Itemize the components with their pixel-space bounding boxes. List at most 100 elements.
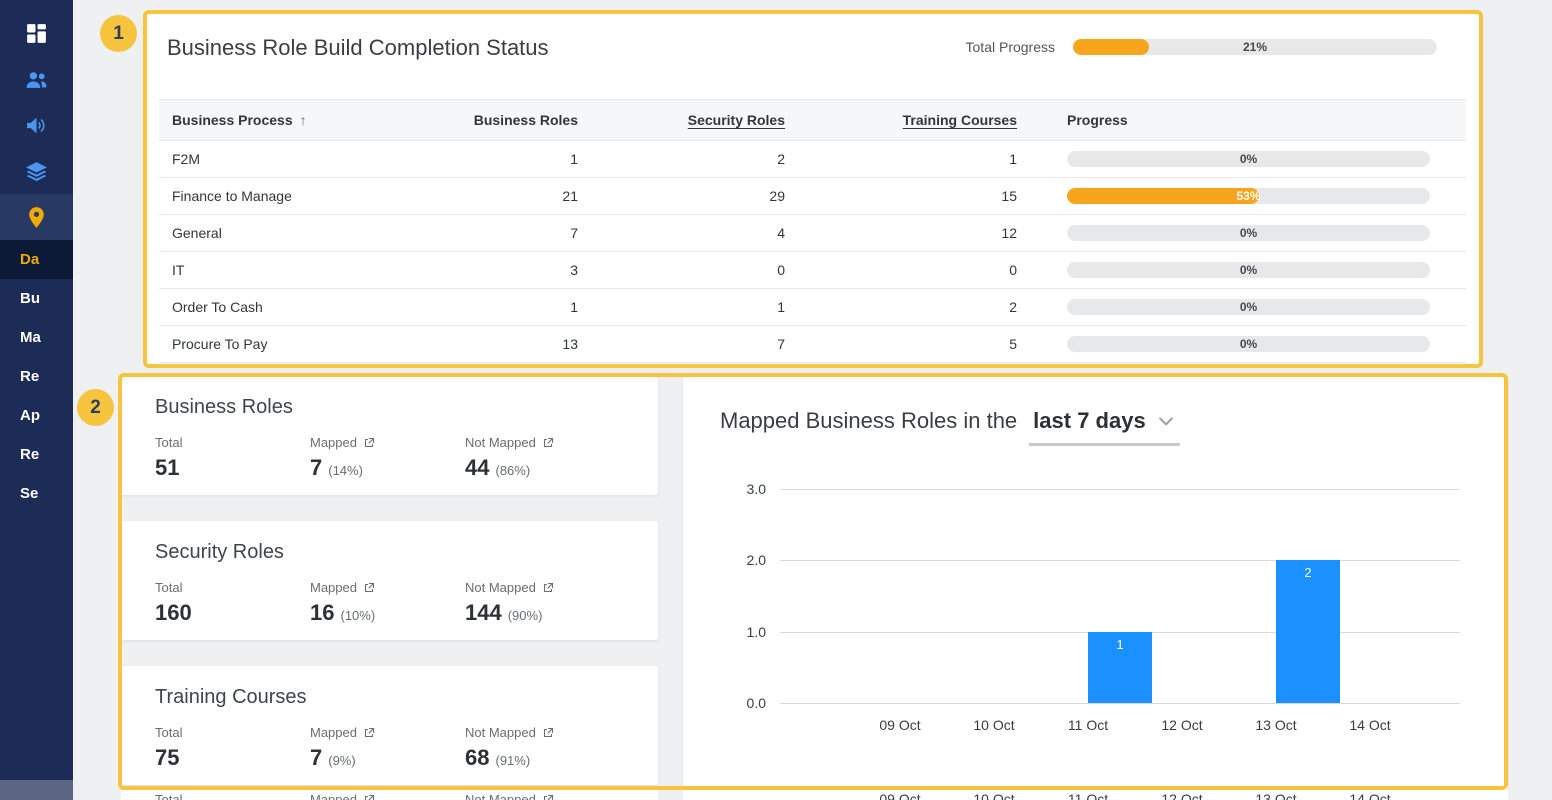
sidebar-item-bu-1[interactable]: Bu [20, 290, 40, 307]
training-courses-count: 2 [1009, 299, 1017, 315]
sidebar-item-ma-2[interactable]: Ma [20, 329, 41, 346]
stat-columns: Total 75 Mapped 7 (9%) Not Mapped 68 (91%) [155, 725, 658, 771]
table-row[interactable]: F2M 1 2 1 0% [159, 141, 1466, 178]
table-row[interactable]: Finance to Manage 21 29 15 53% [159, 178, 1466, 215]
column-business-process-label: Business Process [172, 112, 293, 128]
cutoff-axis-label: 10 Oct [973, 791, 1015, 800]
y-axis-tick: 0.0 [746, 695, 766, 711]
total-label: Total [155, 435, 183, 450]
column-security-roles[interactable]: Security Roles [687, 112, 785, 128]
mapped-label: Mapped [310, 580, 465, 595]
total-value: 75 [155, 745, 180, 770]
row-progress-bar: 53% [1067, 188, 1430, 204]
cutoff-stat-label: Not Mapped [465, 792, 554, 800]
column-progress[interactable]: Progress [1067, 112, 1128, 128]
progress-cell: 0% [1017, 336, 1466, 352]
business-roles-count: 1 [570, 299, 578, 315]
table-header-row: Business Process ↑ Business Roles Securit… [159, 99, 1466, 141]
training-courses-count: 12 [1001, 225, 1017, 241]
not-mapped-value: 144 (90%) [465, 600, 543, 625]
courses-icon[interactable] [0, 148, 73, 194]
sidebar-item-da-0[interactable]: Da [0, 240, 73, 279]
progress-cell: 53% [1017, 188, 1466, 204]
mapped-label: Mapped [310, 435, 465, 450]
external-link-icon[interactable] [363, 437, 375, 449]
x-axis-tick: 10 Oct [973, 717, 1015, 733]
table-row[interactable]: Order To Cash 1 1 2 0% [159, 289, 1466, 326]
gridline [780, 560, 1460, 562]
external-link-icon[interactable] [542, 727, 554, 739]
training-courses-count: 1 [1009, 151, 1017, 167]
external-link-icon[interactable] [363, 727, 375, 739]
column-training-courses[interactable]: Training Courses [902, 112, 1017, 128]
annotation-badge-1: 1 [100, 15, 137, 52]
y-axis-tick: 1.0 [746, 623, 766, 640]
people-icon[interactable] [0, 56, 73, 102]
table-row[interactable]: IT 3 0 0 0% [159, 252, 1466, 289]
mapped-percent: (9%) [328, 753, 356, 768]
security-roles-count: 0 [777, 262, 785, 278]
security-roles-count: 29 [769, 188, 785, 204]
total-value: 51 [155, 455, 180, 480]
mapped-label: Mapped [310, 725, 465, 740]
external-link-icon[interactable] [363, 582, 375, 594]
stat-card-title: Business Roles [155, 396, 293, 418]
table-body: F2M 1 2 1 0% Finance to Manage 21 29 15 53% Genera… [159, 141, 1466, 363]
sidebar-scroll-indicator[interactable] [0, 780, 73, 800]
security-roles-count: 2 [777, 151, 785, 167]
announcement-icon[interactable] [0, 102, 73, 148]
stat-card-title: Training Courses [155, 686, 307, 708]
stat-columns: Total 51 Mapped 7 (14%) Not Mapped 44 (86%) [155, 435, 658, 481]
row-progress-value: 0% [1239, 337, 1258, 351]
cutoff-chart-axis: 09 Oct 10 Oct 11 Oct 12 Oct 13 Oct 14 Oct [683, 790, 1508, 800]
stat-card-business-roles: Business Roles Total 51 Mapped 7 (14%) Not M… [121, 376, 658, 495]
bar-11-oct[interactable]: 1 [1088, 631, 1152, 703]
row-progress-value: 0% [1239, 263, 1258, 277]
column-business-roles[interactable]: Business Roles [473, 112, 578, 128]
sidebar-item-re-5[interactable]: Re [20, 446, 40, 463]
column-business-process[interactable]: Business Process ↑ [159, 112, 419, 128]
external-link-icon [363, 794, 375, 800]
row-progress-bar: 0% [1067, 336, 1430, 352]
bar-13-oct[interactable]: 2 [1276, 560, 1340, 703]
not-mapped-label: Not Mapped [465, 580, 658, 595]
gridline [780, 703, 1460, 704]
business-roles-count: 13 [562, 336, 578, 352]
sidebar-item-group: Da Bu Ma Re Ap Re Se [0, 240, 73, 513]
external-link-icon[interactable] [542, 582, 554, 594]
process-name: F2M [172, 151, 200, 167]
sidebar-item-re-3[interactable]: Re [20, 368, 40, 385]
dashboard-icon[interactable] [0, 10, 73, 56]
mapped-value: 7 (14%) [310, 455, 363, 480]
cutoff-axis-label: 11 Oct [1067, 791, 1109, 800]
chart-title-row: Mapped Business Roles in the last 7 days [720, 408, 1180, 446]
cutoff-stat-label: Total [155, 792, 183, 800]
security-roles-count: 7 [777, 336, 785, 352]
chevron-down-icon [1156, 411, 1176, 431]
table-row[interactable]: General 7 4 12 0% [159, 215, 1466, 252]
stat-card-title: Security Roles [155, 541, 284, 563]
table-row[interactable]: Procure To Pay 13 7 5 0% [159, 326, 1466, 363]
x-axis-tick: 14 Oct [1349, 717, 1391, 733]
location-icon[interactable] [0, 194, 73, 240]
sidebar-item-ap-4[interactable]: Ap [20, 407, 40, 424]
not-mapped-label: Not Mapped [465, 435, 658, 450]
process-name: Procure To Pay [172, 336, 268, 352]
sidebar-icon-group [0, 0, 73, 240]
date-range-value: last 7 days [1033, 408, 1146, 433]
not-mapped-percent: (86%) [495, 463, 531, 478]
security-roles-count: 4 [777, 225, 785, 241]
stat-columns: Total 160 Mapped 16 (10%) Not Mapped 144 (9… [155, 580, 658, 626]
sidebar-item-se-6[interactable]: Se [20, 485, 39, 502]
row-progress-value: 0% [1239, 226, 1258, 240]
x-axis-tick: 11 Oct [1067, 717, 1109, 733]
external-link-icon[interactable] [542, 437, 554, 449]
gridline [780, 489, 1460, 490]
row-progress-value: 53% [1236, 189, 1261, 203]
date-range-selector[interactable]: last 7 days [1029, 408, 1180, 446]
not-mapped-value: 68 (91%) [465, 745, 531, 770]
progress-cell: 0% [1017, 299, 1466, 315]
process-name: Order To Cash [172, 299, 263, 315]
bar-chart: 0.0 1.0 2.0 3.0 09 Oct 10 Oct 11 Oct 1 12 Oct 13 … [747, 481, 1460, 733]
